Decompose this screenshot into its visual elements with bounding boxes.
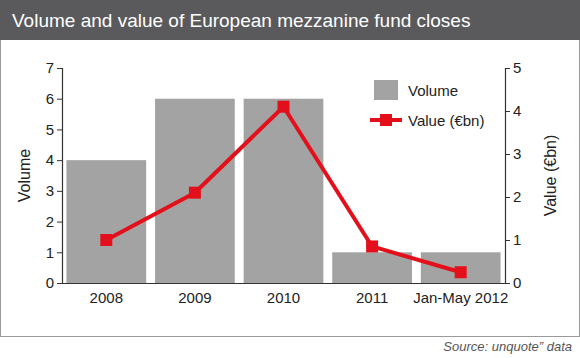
tick-label: 1 xyxy=(46,244,54,261)
legend-swatch xyxy=(374,80,398,100)
tick: 5 xyxy=(505,59,521,76)
x-axis: 2008 2009 2010 2011 Jan-May 2012 xyxy=(63,284,509,306)
tick-label: 3 xyxy=(513,145,521,162)
line xyxy=(106,107,460,273)
tick-label: 3 xyxy=(46,182,54,199)
tick-label: 4 xyxy=(513,102,521,119)
tick: 0 xyxy=(46,274,62,291)
y-axis-title: Volume xyxy=(16,149,33,202)
tick-mark xyxy=(57,222,62,223)
marker xyxy=(366,240,378,252)
tick: 3 xyxy=(46,182,62,199)
tick-mark xyxy=(505,154,510,155)
tick: 5 xyxy=(46,121,62,138)
tick: 4 xyxy=(46,151,62,168)
bar xyxy=(332,252,412,283)
tick: 4 xyxy=(505,102,521,119)
tick: 2008 xyxy=(90,289,123,306)
marker xyxy=(455,266,467,278)
tick: 2 xyxy=(505,188,521,205)
y2-axis-title: Value (€bn) xyxy=(542,135,559,217)
tick-mark xyxy=(57,283,62,284)
tick-label: 1 xyxy=(513,231,521,248)
tick-mark xyxy=(57,129,62,130)
tick-mark xyxy=(505,68,510,69)
legend-item: Volume xyxy=(374,80,458,100)
tick-label: 0 xyxy=(46,274,54,291)
tick: 1 xyxy=(46,244,62,261)
tick: 3 xyxy=(505,145,521,162)
tick-mark xyxy=(57,99,62,100)
tick-label: 2 xyxy=(46,213,54,230)
tick-label: 2009 xyxy=(178,289,211,306)
tick-label: 5 xyxy=(513,59,521,76)
bar xyxy=(244,99,324,283)
tick-label: 5 xyxy=(46,121,54,138)
tick-mark xyxy=(505,283,510,284)
tick-label: 4 xyxy=(46,151,54,168)
tick-mark xyxy=(505,240,510,241)
axis-line xyxy=(506,69,511,284)
tick: 2010 xyxy=(267,289,300,306)
tick: 6 xyxy=(46,90,62,107)
tick-label: 2010 xyxy=(267,289,300,306)
tick-mark xyxy=(505,197,510,198)
marker xyxy=(100,234,112,246)
tick-mark xyxy=(57,160,62,161)
title: Volume and value of European mezzanine f… xyxy=(12,10,470,31)
tick-label: 0 xyxy=(513,274,521,291)
tick-label: 2008 xyxy=(90,289,123,306)
tick-label: 2011 xyxy=(356,289,388,306)
chart: Volume and value of European mezzanine f… xyxy=(0,0,580,358)
axis-line xyxy=(57,69,63,284)
tick-mark xyxy=(57,191,62,192)
legend: Volume Value (€bn) xyxy=(370,80,484,129)
y2-axis: 0 1 2 3 4 5 xyxy=(505,59,521,291)
tick: Jan-May 2012 xyxy=(413,289,508,306)
bar xyxy=(66,160,146,283)
title-bar xyxy=(0,0,580,40)
legend-item: Value (€bn) xyxy=(370,112,484,129)
tick: 1 xyxy=(505,231,521,248)
legend-label: Value (€bn) xyxy=(408,112,484,129)
tick-label: 7 xyxy=(46,59,54,76)
tick-label: 6 xyxy=(46,90,54,107)
marker xyxy=(189,187,201,199)
tick: 7 xyxy=(46,59,62,76)
legend-label: Volume xyxy=(408,82,458,99)
tick-mark xyxy=(57,68,62,69)
bar xyxy=(421,252,501,283)
marker xyxy=(278,101,290,113)
y-axis: 0 1 2 3 4 5 6 7 xyxy=(46,59,63,291)
plot-marks xyxy=(66,99,500,283)
tick: 2011 xyxy=(356,289,388,306)
tick: 2 xyxy=(46,213,62,230)
card-frame xyxy=(1,1,580,337)
axis-line xyxy=(63,283,506,284)
legend-marker xyxy=(380,114,392,126)
tick-label: Jan-May 2012 xyxy=(413,289,508,306)
tick-label: 2 xyxy=(513,188,521,205)
tick: 2009 xyxy=(178,289,211,306)
tick-mark xyxy=(505,111,510,112)
tick-mark xyxy=(57,252,62,253)
source: Source: unquote” data xyxy=(443,339,572,354)
bar xyxy=(155,99,235,283)
